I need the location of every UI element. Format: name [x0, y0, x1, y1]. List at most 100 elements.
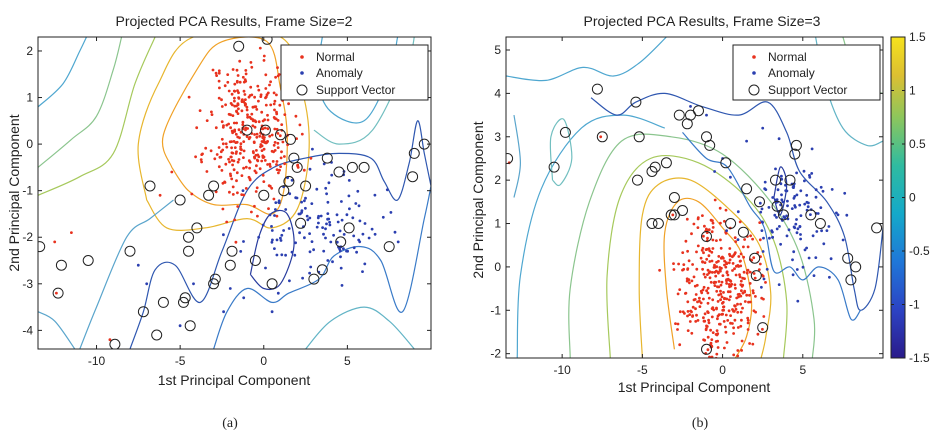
normal-point-a — [296, 163, 300, 167]
normal-point-b — [731, 269, 734, 272]
normal-point-a — [272, 102, 276, 106]
normal-point-a — [236, 191, 239, 195]
anomaly-point-a — [322, 249, 326, 253]
normal-point-a — [235, 121, 239, 125]
anomaly-point-a — [331, 260, 334, 264]
normal-point-b — [738, 273, 741, 277]
anomaly-point-b — [799, 189, 803, 193]
normal-point-a — [273, 127, 277, 131]
normal-point-b — [733, 252, 737, 256]
normal-point-a — [254, 190, 258, 193]
normal-point-a — [263, 136, 266, 139]
normal-point-b — [752, 291, 755, 295]
support-vector-a — [226, 245, 238, 257]
contour-line-b-3 — [568, 133, 816, 358]
anomaly-point-a — [270, 310, 274, 314]
normal-point-a — [276, 141, 280, 145]
normal-point-b — [739, 302, 742, 306]
normal-point-a — [231, 114, 235, 117]
support-vector-b — [701, 343, 712, 355]
normal-point-b — [690, 279, 694, 283]
anomaly-point-b — [785, 214, 788, 218]
normal-point-a — [235, 171, 239, 175]
normal-point-b — [706, 268, 710, 272]
anomaly-point-b — [745, 139, 748, 143]
anomaly-point-a — [315, 187, 319, 191]
normal-point-b — [727, 298, 731, 302]
anomaly-point-a — [361, 270, 364, 273]
scatter-points-b — [506, 83, 883, 358]
normal-point-a — [235, 109, 238, 113]
normal-point-a — [258, 134, 262, 138]
support-vector-b — [741, 183, 753, 195]
normal-point-b — [702, 297, 705, 301]
normal-point-a — [199, 158, 203, 162]
normal-point-b — [737, 255, 741, 258]
normal-point-b — [709, 328, 712, 332]
normal-point-b — [714, 333, 718, 336]
normal-point-a — [240, 193, 244, 197]
normal-point-a — [267, 207, 270, 211]
normal-point-a — [242, 156, 245, 160]
normal-point-a — [215, 153, 219, 156]
normal-point-b — [690, 232, 693, 236]
y-tick-label-b: -1 — [490, 303, 501, 317]
anomaly-point-a — [228, 287, 232, 290]
anomaly-point-b — [792, 196, 796, 200]
anomaly-point-b — [705, 113, 708, 117]
anomaly-point-b — [760, 229, 764, 233]
anomaly-point-b — [827, 225, 831, 228]
support-vector-b — [720, 157, 732, 169]
normal-point-a — [170, 170, 174, 174]
normal-point-b — [748, 293, 751, 297]
x-axis-label-a: 1st Principal Component — [158, 372, 311, 388]
normal-point-a — [273, 141, 277, 144]
normal-point-b — [720, 280, 724, 284]
anomaly-point-b — [806, 205, 810, 209]
anomaly-point-a — [325, 222, 328, 226]
support-vector-b — [790, 139, 802, 151]
y-tick-label-a: -3 — [22, 277, 33, 291]
support-vector-b — [770, 174, 781, 186]
normal-point-b — [716, 346, 720, 349]
anomaly-point-b — [791, 258, 794, 262]
anomaly-point-b — [820, 229, 823, 233]
anomaly-point-a — [304, 196, 307, 200]
normal-point-b — [690, 310, 693, 314]
normal-point-a — [238, 80, 242, 84]
x-tick-label-b: 0 — [719, 363, 726, 377]
anomaly-point-a — [324, 236, 327, 240]
normal-point-a — [280, 150, 283, 154]
normal-point-a — [233, 99, 236, 103]
anomaly-point-a — [325, 192, 328, 196]
anomaly-point-a — [317, 214, 320, 218]
anomaly-point-b — [729, 175, 732, 179]
normal-point-b — [715, 289, 719, 293]
normal-point-b — [672, 268, 676, 271]
normal-point-a — [200, 160, 204, 164]
contour-line-a-3 — [38, 37, 123, 168]
anomaly-point-a — [385, 188, 389, 192]
anomaly-point-a — [312, 248, 315, 252]
normal-point-b — [699, 256, 703, 260]
normal-point-a — [260, 140, 264, 143]
normal-point-a — [241, 123, 245, 127]
normal-point-b — [724, 325, 727, 329]
anomaly-point-a — [338, 229, 342, 233]
normal-point-a — [264, 103, 268, 107]
anomaly-point-a — [348, 207, 351, 211]
anomaly-point-b — [799, 233, 802, 236]
normal-point-a — [255, 186, 259, 190]
normal-point-a — [245, 108, 249, 112]
support-vector-a — [316, 264, 328, 276]
normal-point-a — [272, 197, 276, 201]
contour-line-a-10 — [79, 199, 174, 349]
normal-point-b — [723, 263, 726, 267]
contour-line-a-7 — [129, 120, 431, 349]
normal-point-a — [217, 71, 221, 75]
normal-point-a — [231, 193, 235, 196]
normal-point-a — [266, 118, 270, 122]
support-vector-a — [82, 255, 94, 266]
normal-point-a — [298, 123, 302, 127]
normal-point-b — [696, 216, 700, 220]
